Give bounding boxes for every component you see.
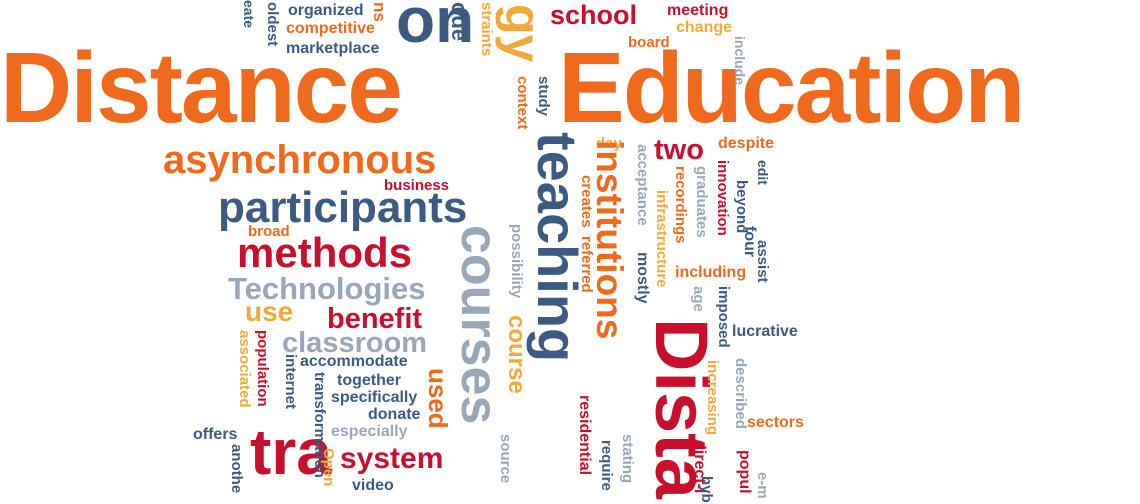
word-referred: referred — [578, 236, 595, 293]
word-on: on — [396, 0, 475, 56]
word-hyb: hyb — [698, 476, 715, 503]
word-imposed: imposed — [715, 286, 732, 348]
word-system: system — [340, 442, 444, 475]
word-described: described — [732, 358, 749, 429]
word-mostly: mostly — [634, 252, 651, 304]
word-including: including — [675, 264, 747, 281]
word-anothe: anothe — [228, 444, 245, 494]
word-tra: tra — [250, 416, 332, 488]
word-board: board — [628, 34, 670, 51]
word-infrastructure: infrastructure — [653, 190, 670, 288]
word-participants: participants — [218, 183, 468, 232]
word-especially: especially — [331, 423, 408, 440]
word-popul: popul — [736, 450, 753, 494]
word-creates: creates — [578, 175, 595, 228]
word-stating: stating — [619, 434, 636, 484]
word-population: population — [254, 330, 271, 407]
word-broad: broad — [248, 223, 290, 240]
word-source: source — [497, 434, 514, 484]
word-marketplace: marketplace — [286, 40, 380, 57]
word-edit: edit — [755, 160, 771, 185]
word-methods: methods — [237, 229, 413, 276]
word-sectors: sectors — [747, 414, 804, 431]
word-competitive: competitive — [286, 20, 375, 37]
word-institutions: institutions — [589, 140, 630, 340]
word-ode: ode — [447, 2, 472, 42]
word-accommodate: accommodate — [300, 353, 408, 370]
word-used: used — [423, 368, 453, 429]
word-require: require — [598, 440, 615, 491]
word-possibility: possibility — [508, 224, 525, 299]
word-courses: courses — [450, 225, 508, 425]
word-age: age — [690, 286, 707, 312]
word-e-m: e-m — [754, 472, 771, 499]
word-increasing: increasing — [704, 360, 721, 436]
word-meeting: meeting — [667, 2, 729, 19]
word-internet: internet — [282, 354, 299, 410]
word-lucrative: lucrative — [732, 323, 798, 340]
word-eate: eate — [241, 0, 257, 29]
word-donate: donate — [368, 406, 421, 423]
word-recordings: recordings — [672, 166, 689, 244]
word-include: include — [732, 36, 748, 86]
word-open: Open — [320, 448, 337, 487]
word-study: study — [535, 76, 552, 117]
word-two: two — [654, 134, 704, 166]
word-use: use — [245, 296, 294, 327]
word-school: school — [550, 0, 638, 30]
word-acceptance: acceptance — [634, 144, 651, 226]
word-education: Education — [558, 32, 1025, 144]
word-residential: residential — [576, 395, 593, 476]
word-course: course — [503, 315, 530, 394]
word-despite: despite — [718, 135, 775, 152]
word-technologies: Technologies — [228, 271, 426, 306]
word-oldest: oldest — [264, 2, 281, 47]
word-offers: offers — [193, 426, 238, 443]
word-benefit: benefit — [327, 303, 423, 335]
word-ns: ns — [370, 2, 389, 22]
word-straints: straints — [478, 2, 495, 57]
word-gy: gy — [495, 4, 551, 63]
word-change: change — [676, 19, 733, 36]
word-distance: Distance — [0, 32, 403, 144]
word-asynchronous: asynchronous — [163, 138, 437, 182]
word-associated: associated — [236, 330, 253, 408]
word-video: video — [352, 477, 394, 494]
word-day: day — [596, 135, 622, 152]
word-classroom: classroom — [282, 327, 428, 359]
word-context: context — [514, 76, 531, 130]
word-organized: organized — [288, 2, 364, 19]
word-graduates: graduates — [693, 166, 710, 238]
word-teaching: teaching — [526, 132, 589, 363]
word-business: business — [384, 177, 450, 194]
word-together: together — [337, 372, 401, 389]
word-innovation: innovation — [714, 160, 731, 236]
word-assist: assist — [754, 240, 771, 283]
word-specifically: specifically — [331, 389, 418, 406]
